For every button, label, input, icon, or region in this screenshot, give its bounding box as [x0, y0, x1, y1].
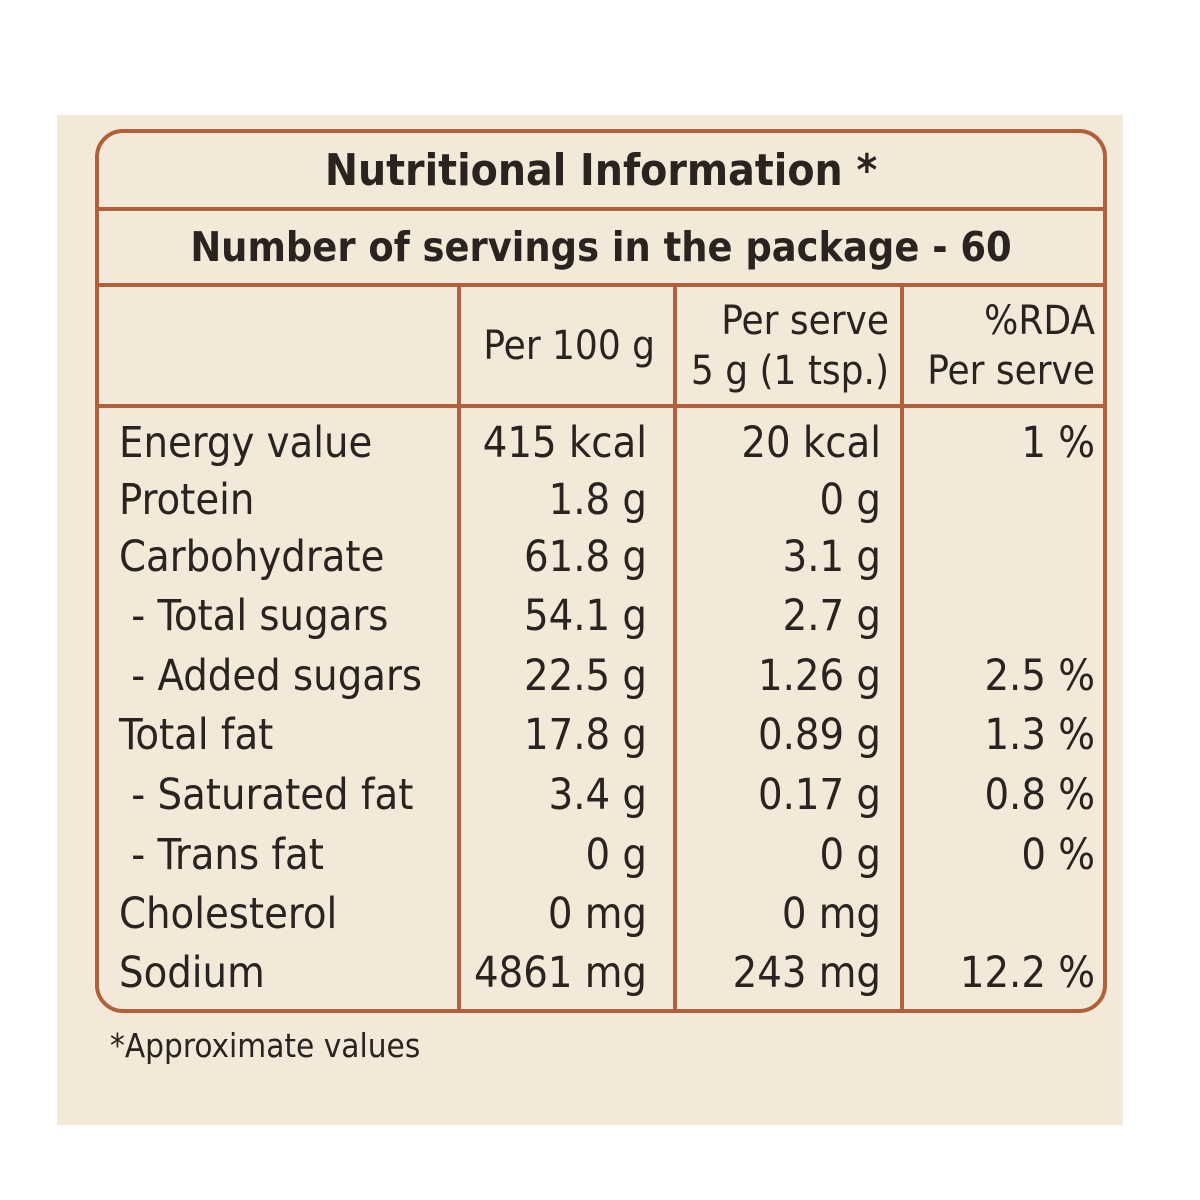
- per-100g-value: 0 g: [585, 830, 647, 880]
- nutrient-name: Carbohydrate: [119, 532, 385, 582]
- nutrient-name: - Trans fat: [119, 830, 324, 880]
- per-serve-value: 0 g: [819, 475, 881, 525]
- rda-value: 0 %: [1021, 830, 1095, 880]
- per-100g-value: 415 kcal: [482, 418, 647, 468]
- column-header-row: Per 100 g Per serve 5 g (1 tsp.) %RDA Pe…: [99, 287, 1103, 408]
- per-100g-value: 4861 mg: [474, 948, 647, 998]
- per-serve-value: 1.26 g: [758, 651, 881, 701]
- per-serve-value: 2.7 g: [782, 591, 881, 641]
- column-divider: [673, 287, 677, 1009]
- header-per-serve-line2: 5 g (1 tsp.): [690, 347, 889, 394]
- header-per-serve: Per serve 5 g (1 tsp.): [691, 287, 889, 404]
- footnote: *Approximate values: [110, 1026, 421, 1065]
- rda-value: 1 %: [1021, 418, 1095, 468]
- table-row: - Saturated fat 3.4 g 0.17 g 0.8 %: [99, 766, 1103, 825]
- header-per-serve-line1: Per serve: [721, 297, 889, 344]
- nutrient-name: - Saturated fat: [119, 770, 414, 820]
- per-100g-value: 61.8 g: [524, 532, 647, 582]
- servings-count: Number of servings in the package - 60: [99, 211, 1103, 287]
- rda-value: 12.2 %: [959, 948, 1095, 998]
- header-rda: %RDA Per serve: [927, 287, 1095, 404]
- header-rda-line2: Per serve: [927, 347, 1095, 394]
- table-row: Cholesterol 0 mg 0 mg: [99, 885, 1103, 944]
- table-row: - Trans fat 0 g 0 g 0 %: [99, 826, 1103, 885]
- nutrient-name: Cholesterol: [119, 889, 338, 939]
- column-divider: [457, 287, 461, 1009]
- per-serve-value: 0 g: [819, 830, 881, 880]
- per-serve-value: 0 mg: [781, 889, 881, 939]
- nutrient-name: - Total sugars: [119, 591, 389, 641]
- table-row: Carbohydrate 61.8 g 3.1 g: [99, 528, 1103, 587]
- nutrient-name: Energy value: [119, 418, 373, 468]
- nutrient-name: Protein: [119, 475, 255, 525]
- column-divider: [900, 287, 904, 1009]
- header-per-100g: Per 100 g: [483, 287, 655, 404]
- table-row: - Total sugars 54.1 g 2.7 g: [99, 587, 1103, 646]
- per-serve-value: 20 kcal: [741, 418, 881, 468]
- nutrient-name: - Added sugars: [119, 651, 423, 701]
- header-rda-line1: %RDA: [984, 297, 1095, 344]
- per-100g-value: 1.8 g: [548, 475, 647, 525]
- per-100g-value: 17.8 g: [524, 710, 647, 760]
- per-serve-value: 0.17 g: [758, 770, 881, 820]
- rda-value: 0.8 %: [984, 770, 1095, 820]
- rda-value: 1.3 %: [984, 710, 1095, 760]
- table-row: Protein 1.8 g 0 g: [99, 471, 1103, 530]
- header-per-100g-label: Per 100 g: [483, 322, 655, 369]
- per-100g-value: 54.1 g: [524, 591, 647, 641]
- table-row: Energy value 415 kcal 20 kcal 1 %: [99, 414, 1103, 473]
- table-row: Total fat 17.8 g 0.89 g 1.3 %: [99, 706, 1103, 765]
- per-100g-value: 22.5 g: [524, 651, 647, 701]
- per-100g-value: 3.4 g: [548, 770, 647, 820]
- table-title: Nutritional Information *: [99, 133, 1103, 211]
- table-row: - Added sugars 22.5 g 1.26 g 2.5 %: [99, 647, 1103, 706]
- nutrient-name: Sodium: [119, 948, 265, 998]
- table-row: Sodium 4861 mg 243 mg 12.2 %: [99, 944, 1103, 1003]
- rda-value: 2.5 %: [984, 651, 1095, 701]
- nutrition-table: Nutritional Information * Number of serv…: [95, 129, 1107, 1013]
- per-serve-value: 243 mg: [732, 948, 881, 998]
- per-serve-value: 0.89 g: [758, 710, 881, 760]
- nutrient-name: Total fat: [119, 710, 274, 760]
- per-serve-value: 3.1 g: [782, 532, 881, 582]
- per-100g-value: 0 mg: [547, 889, 647, 939]
